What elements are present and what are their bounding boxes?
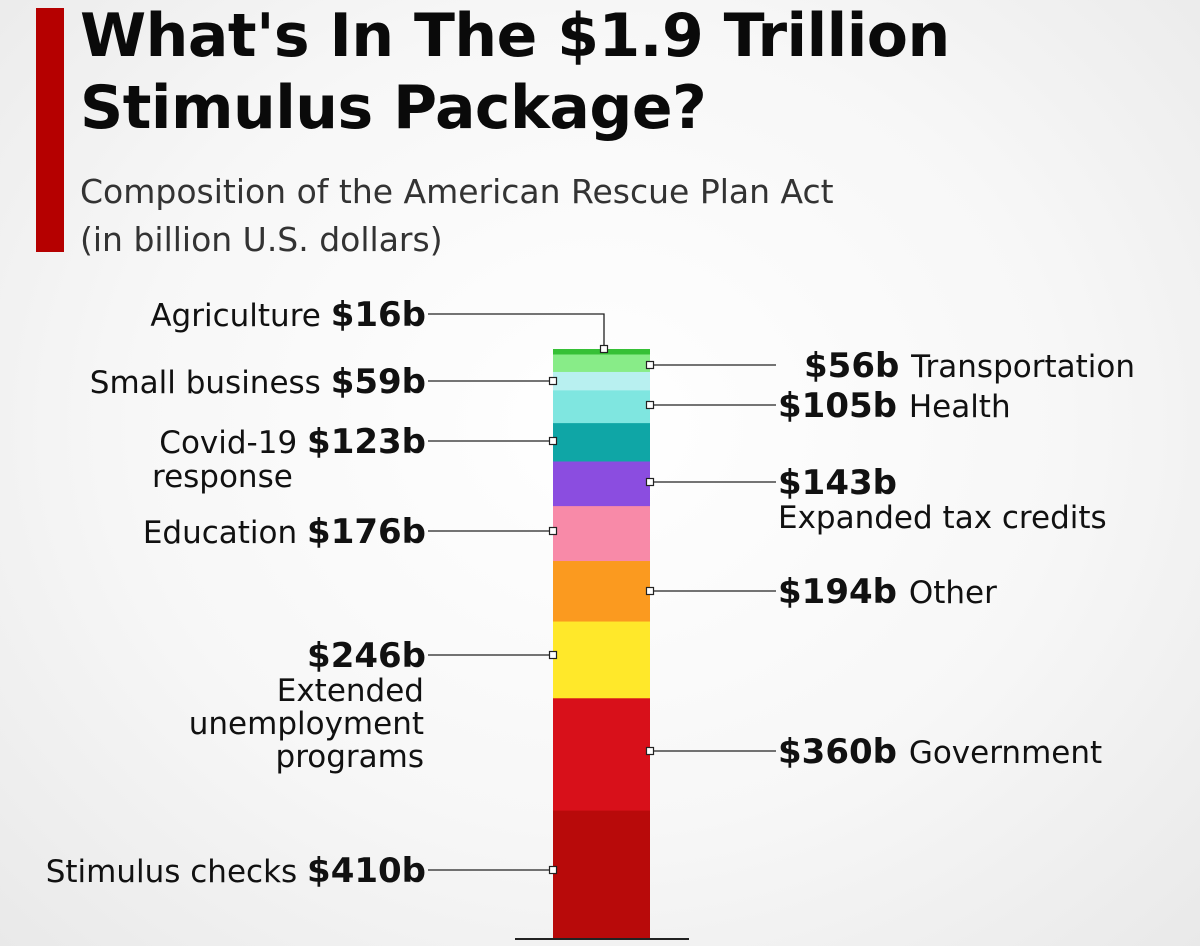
- label-name-government: Government: [909, 735, 1102, 771]
- label-name-agriculture: Agriculture: [150, 298, 330, 334]
- label-name-health: Health: [909, 389, 1011, 425]
- bar-segment-stimulus-checks: [553, 810, 650, 939]
- bar-segment-expanded-tax-credits: [553, 460, 650, 507]
- label-name-education: Education: [143, 515, 307, 551]
- chart-subtitle: Composition of the American Rescue Plan …: [80, 168, 1080, 264]
- label-stimulus-checks: Stimulus checks $410b: [46, 851, 426, 891]
- bar-segment-small-business: [553, 371, 650, 391]
- leader-marker-health: [645, 400, 655, 410]
- bar-segment-government: [553, 697, 650, 811]
- value-label-covid-19-response: $123b: [307, 422, 426, 462]
- value-label-government: $360b: [778, 732, 909, 772]
- chart-title-line-1: What's In The $1.9 Trillion: [80, 1, 950, 71]
- value-label-agriculture: $16b: [331, 295, 426, 335]
- chart-title: What's In The $1.9 Trillion Stimulus Pac…: [80, 0, 1180, 144]
- chart-subtitle-line-2: (in billion U.S. dollars): [80, 220, 443, 259]
- label-small-business: Small business $59b: [90, 362, 426, 402]
- leader-marker-other: [645, 586, 655, 596]
- value-label-transportation: $56b: [804, 346, 911, 386]
- chart-title-line-2: Stimulus Package?: [80, 73, 707, 143]
- label-covid-19-response: Covid-19 $123b: [159, 422, 426, 462]
- leader-marker-transportation: [645, 360, 655, 370]
- label-line-2-extended-unemployment-programs: unemployment: [189, 706, 424, 742]
- label-line-1-extended-unemployment-programs: Extended: [277, 673, 424, 709]
- bar-segment-covid-19-response: [553, 422, 650, 462]
- chart-subtitle-line-1: Composition of the American Rescue Plan …: [80, 172, 834, 211]
- value-label-education: $176b: [307, 512, 426, 552]
- label-name-small-business: Small business: [90, 365, 331, 401]
- leader-marker-stimulus-checks: [548, 865, 558, 875]
- value-label-other: $194b: [778, 572, 909, 612]
- bar-segment-transportation: [553, 353, 650, 372]
- leader-marker-agriculture: [599, 344, 609, 354]
- label-other: $194b Other: [778, 572, 997, 612]
- label-government: $360b Government: [778, 732, 1102, 772]
- label-name-other: Other: [909, 575, 997, 611]
- value-label-stimulus-checks: $410b: [307, 851, 426, 891]
- label-name-covid-19-response: Covid-19: [159, 425, 307, 461]
- label-education: Education $176b: [143, 512, 426, 552]
- value-label-expanded-tax-credits: $143b: [778, 463, 897, 503]
- value-label-extended-unemployment-programs: $246b: [307, 636, 426, 676]
- label-line-3-extended-unemployment-programs: programs: [276, 739, 424, 775]
- value-label-small-business: $59b: [331, 362, 426, 402]
- leader-marker-education: [548, 526, 558, 536]
- leader-marker-expanded-tax-credits: [645, 477, 655, 487]
- label-line-2-covid-19-response: response: [152, 459, 293, 495]
- bar-segment-health: [553, 389, 650, 424]
- accent-bar: [36, 8, 64, 252]
- label-name-transportation: Transportation: [910, 349, 1135, 385]
- leader-marker-small-business: [548, 376, 558, 386]
- label-name-expanded-tax-credits: Expanded tax credits: [778, 500, 1107, 536]
- leader-marker-government: [645, 746, 655, 756]
- label-health: $105b Health: [778, 386, 1011, 426]
- bar-segment-other: [553, 560, 650, 622]
- label-transportation: $56b Transportation: [804, 346, 1135, 386]
- label-agriculture: Agriculture $16b: [150, 295, 426, 335]
- leader-marker-extended-unemployment-programs: [548, 650, 558, 660]
- bar-segment-education: [553, 505, 650, 562]
- leader-marker-covid-19-response: [548, 436, 558, 446]
- label-name-stimulus-checks: Stimulus checks: [46, 854, 307, 890]
- leader-line-agriculture: [428, 313, 605, 349]
- bar-segment-extended-unemployment-programs: [553, 621, 650, 699]
- value-label-health: $105b: [778, 386, 909, 426]
